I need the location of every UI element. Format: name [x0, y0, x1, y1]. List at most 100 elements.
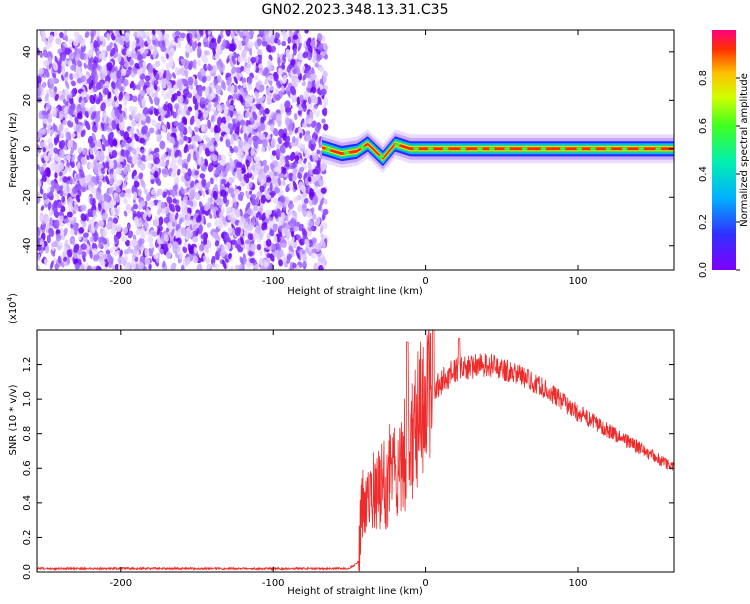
spectrogram-noise-cell — [234, 208, 241, 218]
spectrogram-noise-cell — [199, 201, 204, 210]
spectrogram-noise-cell — [290, 236, 295, 246]
spectrogram-noise-cell — [153, 219, 160, 227]
spectrogram-noise-cell — [285, 230, 290, 241]
spectrogram-noise-cell — [67, 59, 72, 67]
spectrogram-noise-cell — [182, 195, 188, 204]
spectrogram-noise-cell — [109, 173, 114, 180]
spectrogram-noise-cell — [194, 191, 201, 201]
spectrogram-noise-cell — [223, 232, 230, 241]
spectrogram-noise-cell — [286, 65, 292, 73]
spectrogram-noise-cell — [149, 110, 154, 116]
spectrogram-y-tick-label: -40 — [22, 238, 33, 254]
spectrogram-noise-cell — [97, 139, 102, 150]
spectrogram-noise-cell — [304, 177, 309, 187]
spectrogram-noise-cell — [89, 141, 96, 149]
spectrogram-noise-cell — [39, 52, 44, 59]
spectrogram-band-dot — [576, 147, 583, 151]
spectrogram-noise-cell — [314, 126, 320, 133]
spectrogram-noise-cell — [265, 176, 272, 183]
spectrogram-noise-cell — [58, 140, 66, 149]
spectrogram-noise-cell — [42, 60, 48, 66]
colorbar-tick-label: 0.0 — [698, 262, 709, 278]
spectrogram-noise-cell — [270, 138, 276, 148]
spectrogram-noise-cell — [151, 92, 156, 98]
spectrogram-noise-cell — [277, 177, 281, 186]
spectrogram-noise-cell — [282, 33, 289, 42]
spectrogram-noise-cell — [142, 61, 147, 67]
spectrogram-noise-cell — [63, 105, 68, 114]
spectrogram-noise-cell — [218, 58, 223, 69]
spectrogram-noise-cell — [301, 207, 307, 217]
spectrogram-noise-cell — [165, 251, 172, 260]
spectrogram-noise-cell — [192, 236, 199, 243]
spectrogram-noise-cell — [77, 146, 83, 154]
spectrogram-noise-cell — [131, 206, 135, 212]
spectrogram-noise-cell — [53, 78, 60, 84]
spectrogram-noise-cell — [134, 219, 139, 227]
spectrogram-noise-cell — [251, 215, 256, 225]
spectrogram-noise-cell — [166, 121, 171, 130]
spectrogram-noise-cell — [69, 107, 74, 116]
spectrogram-noise-cell — [59, 215, 64, 223]
spectrogram-noise-cell — [292, 34, 299, 40]
spectrogram-noise-cell — [163, 233, 169, 243]
spectrogram-noise-cell — [206, 137, 211, 143]
spectrogram-noise-cell — [50, 186, 55, 193]
spectrogram-noise-cell — [188, 60, 194, 71]
spectrogram-noise-cell — [212, 190, 218, 200]
snr-y-exponent-power: 4 — [6, 296, 14, 301]
spectrogram-noise-cell — [255, 66, 260, 73]
spectrogram-noise-cell — [164, 159, 170, 169]
spectrogram-noise-cell — [240, 167, 246, 174]
spectrogram-noise-cell — [112, 171, 117, 179]
spectrogram-noise-cell — [89, 94, 96, 105]
spectrogram-noise-cell — [247, 124, 252, 134]
snr-y-exponent-close: ) — [8, 293, 19, 297]
spectrogram-noise-cell — [226, 76, 232, 86]
spectrogram-noise-cell — [214, 135, 220, 142]
spectrogram-noise-cell — [234, 200, 238, 208]
spectrogram-noise-cell — [157, 31, 163, 41]
spectrogram-noise-cell — [47, 201, 51, 211]
spectrogram-noise-cell — [244, 132, 249, 142]
spectrogram-noise-cell — [320, 233, 325, 239]
spectrogram-noise-cell — [256, 243, 262, 251]
spectrogram-noise-cell — [148, 127, 155, 134]
spectrogram-noise-cell — [294, 127, 299, 134]
spectrogram-noise-cell — [178, 121, 185, 132]
spectrogram-noise-cell — [253, 139, 259, 149]
spectrogram-noise-cell — [54, 93, 59, 102]
spectrogram-noise-cell — [152, 39, 157, 47]
spectrogram-noise-cell — [238, 31, 244, 38]
spectrogram-noise-cell — [89, 236, 95, 243]
spectrogram-noise-cell — [69, 147, 75, 156]
spectrogram-noise-cell — [230, 30, 236, 39]
spectrogram-noise-cell — [49, 128, 54, 137]
spectrogram-noise-cell — [62, 88, 69, 97]
spectrogram-noise-cell — [228, 150, 232, 159]
spectrogram-noise-cell — [91, 176, 97, 183]
spectrogram-noise-cell — [123, 210, 128, 217]
spectrogram-noise-cell — [141, 113, 146, 122]
spectrogram-noise-cell — [311, 252, 317, 259]
spectrogram-noise-cell — [245, 159, 250, 168]
spectrogram-noise-cell — [99, 150, 105, 158]
spectrogram-noise-cell — [197, 59, 201, 67]
spectrogram-noise-cell — [69, 113, 73, 123]
spectrogram-noise-cell — [227, 227, 233, 233]
spectrogram-noise-cell — [83, 232, 89, 238]
spectrogram-noise-cell — [86, 154, 90, 161]
colorbar: 0.0 0.2 0.4 0.6 0.8 Normalized spectral ampl… — [698, 30, 750, 278]
spectrogram-noise-cell — [93, 159, 98, 166]
spectrogram-y-tick-label: -20 — [22, 189, 33, 205]
spectrogram-noise-cell — [242, 30, 249, 37]
spectrogram-noise-cell — [91, 104, 97, 112]
spectrogram-noise-cell — [179, 32, 186, 39]
spectrogram-noise-cell — [265, 194, 272, 200]
spectrogram-noise-cell — [128, 114, 133, 121]
spectrogram-noise-cell — [277, 165, 282, 174]
spectrogram-noise-cell — [301, 81, 306, 87]
spectrogram-noise-cell — [223, 134, 229, 140]
spectrogram-noise-cell — [240, 236, 245, 245]
spectrogram-noise-cell — [77, 112, 83, 120]
